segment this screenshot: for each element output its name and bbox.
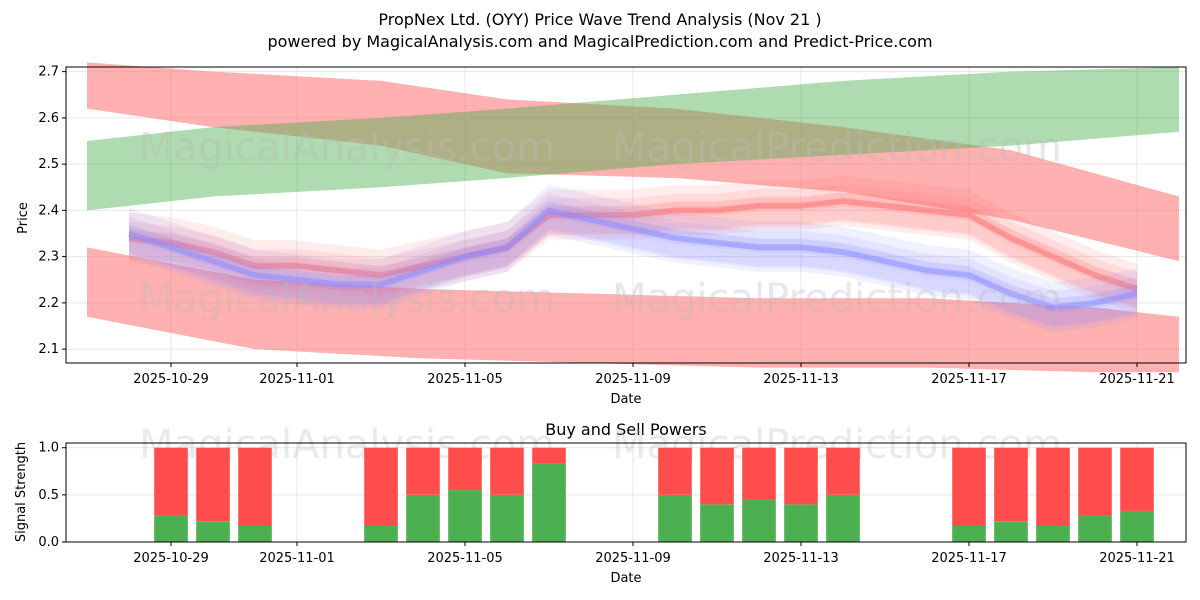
signal-y-label: Signal Strength [14,442,29,542]
sell-bar [196,447,230,522]
price-x-tick-label: 2025-11-21 [1099,372,1175,387]
signal-x-tick-label: 2025-11-21 [1099,551,1175,566]
price-y-tick-label: 2.6 [38,111,59,126]
buy-bar [994,521,1028,542]
price-x-label: Date [610,392,641,407]
sell-bar [1078,447,1112,516]
price-x-tick-label: 2025-11-01 [259,372,335,387]
signal-x-tick-label: 2025-11-01 [259,551,335,566]
sell-bar [742,447,776,500]
sell-bar [154,447,188,516]
price-x-ticks: 2025-10-29 2025-11-01 2025-11-05 2025-11-09… [133,363,1175,387]
blue-wave-bundle-ribbon [129,184,1137,310]
chart-title: PropNex Ltd. (OYY) Price Wave Trend Anal… [378,10,821,29]
buy-bar [826,494,860,542]
sell-bar [238,447,272,526]
buy-bar [658,494,692,542]
price-y-label: Price [16,202,31,234]
sell-bar [826,447,860,495]
watermark-prediction-mid: MagicalPrediction.com [612,276,1062,322]
buy-bar [1036,526,1070,542]
signal-bars [154,447,1154,542]
buy-bar [406,494,440,542]
signal-x-label: Date [610,571,641,586]
price-y-tick-label: 2.2 [38,296,59,311]
chart-subtitle: powered by MagicalAnalysis.com and Magic… [267,32,932,51]
buy-bar [238,526,272,542]
watermark-prediction-top: MagicalPrediction.com [612,125,1062,171]
upper-red-band [87,62,1179,262]
signal-y-tick-label: 0.5 [38,488,59,503]
sell-bar [952,447,986,526]
sell-bar [364,447,398,526]
red-wave-bundle-ribbon [129,191,1137,308]
price-y-tick-label: 2.1 [38,342,59,357]
blue-wave-bundle-ribbon [129,218,1137,332]
signal-x-ticks: 2025-10-29 2025-11-01 2025-11-05 2025-11-09… [133,542,1175,566]
signal-y-tick-label: 1.0 [38,441,59,456]
sell-bar [490,447,524,495]
red-wave-bundle-ribbon [129,192,1137,298]
buy-bar [1120,510,1154,542]
sell-bar [448,447,482,491]
buy-bar [364,526,398,542]
price-x-tick-label: 2025-10-29 [133,372,209,387]
price-y-tick-label: 2.7 [38,65,59,80]
price-plot-frame [65,66,1187,364]
price-bands [87,62,1179,373]
buy-bar [196,521,230,542]
signal-panel: Buy and Sell Powers MagicalAnalysis.com … [14,420,1187,586]
price-panel: MagicalAnalysis.com MagicalPrediction.co… [16,62,1187,407]
buy-bar [490,494,524,542]
sell-bar [532,447,566,464]
watermark-analysis-top: MagicalAnalysis.com [139,125,555,171]
blue-wave-bundle-line [128,207,1138,311]
sell-bar [1036,447,1070,526]
sell-bar [406,447,440,495]
blue-wave-bundle-ribbon [129,201,1137,326]
signal-x-tick-label: 2025-10-29 [133,551,209,566]
buy-bar [700,504,734,542]
buy-bar [448,490,482,542]
blue-wave-bundle-ribbon [129,208,1137,328]
signal-x-tick-label: 2025-11-13 [763,551,839,566]
price-y-ticks: 2.1 2.2 2.3 2.4 2.5 2.6 2.7 [38,65,66,357]
red-wave-bundle-line [128,198,1138,292]
sell-bar [994,447,1028,522]
lower-red-band [87,247,1179,373]
price-x-tick-label: 2025-11-09 [595,372,671,387]
signal-y-tick-label: 0.0 [38,535,59,550]
buy-bar [784,504,818,542]
sell-bar [1120,447,1154,511]
signal-x-tick-label: 2025-11-17 [931,551,1007,566]
signal-plot-frame [65,442,1187,543]
price-x-tick-label: 2025-11-17 [931,372,1007,387]
buy-bar [952,526,986,542]
price-y-tick-label: 2.4 [38,203,59,218]
signal-title: Buy and Sell Powers [545,420,707,439]
price-x-tick-label: 2025-11-13 [763,372,839,387]
buy-bar [532,463,566,542]
sell-bar [784,447,818,505]
sell-bar [700,447,734,505]
price-y-tick-label: 2.3 [38,250,59,265]
red-wave-bundle-ribbon [129,184,1137,295]
buy-bar [742,499,776,542]
signal-x-tick-label: 2025-11-05 [427,551,503,566]
watermark-analysis-mid: MagicalAnalysis.com [139,276,555,322]
signal-x-tick-label: 2025-11-09 [595,551,671,566]
price-y-tick-label: 2.5 [38,157,59,172]
signal-y-ticks: 0.0 0.5 1.0 [38,441,66,550]
green-band [87,67,1179,211]
price-x-tick-label: 2025-11-05 [427,372,503,387]
sell-bar [658,447,692,495]
buy-bar [1078,515,1112,542]
buy-bar [154,515,188,542]
